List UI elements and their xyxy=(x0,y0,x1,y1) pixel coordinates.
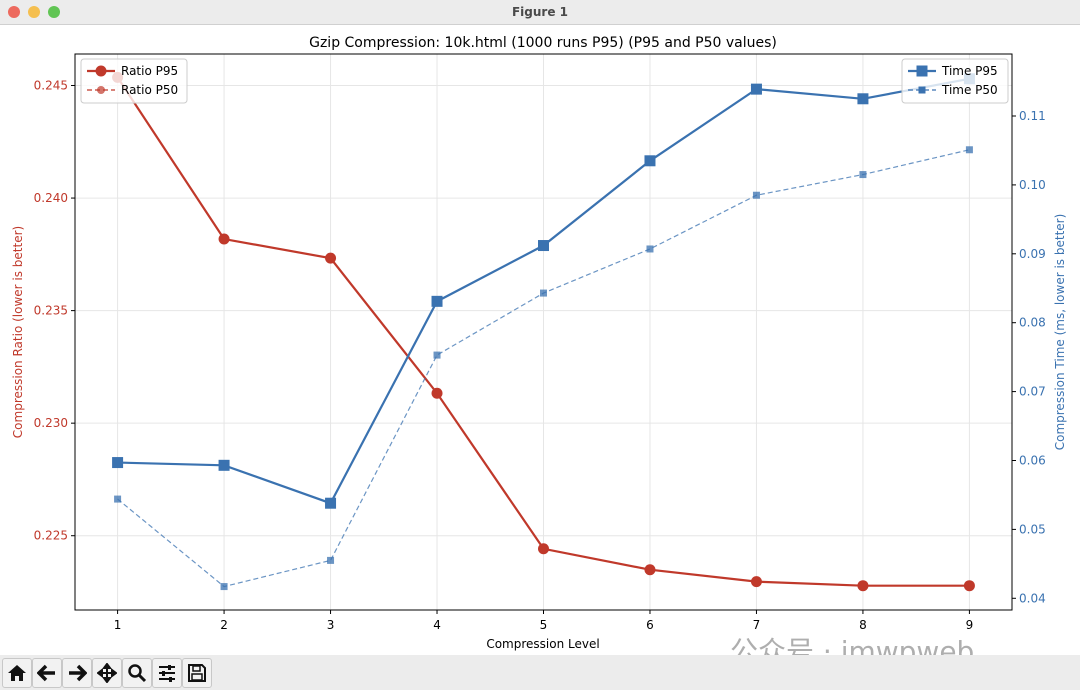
legend-ratio-p50-label: Ratio P50 xyxy=(121,83,178,97)
right-y-tick-label: 0.06 xyxy=(1019,453,1046,467)
time-p50-point xyxy=(327,556,335,564)
figure-canvas: Gzip Compression: 10k.html (1000 runs P9… xyxy=(0,24,1080,655)
navigation-toolbar xyxy=(0,655,1080,690)
x-tick-label: 8 xyxy=(859,618,867,632)
x-tick-label: 9 xyxy=(966,618,974,632)
time-p50-point xyxy=(859,171,867,179)
time-p95-point xyxy=(218,459,230,471)
ratio-p50-point xyxy=(858,581,867,590)
window-titlebar: Figure 1 xyxy=(0,0,1080,25)
ratio-p50-point xyxy=(752,577,761,586)
x-tick-label: 1 xyxy=(114,618,122,632)
minimize-button[interactable] xyxy=(28,6,40,18)
maximize-button[interactable] xyxy=(48,6,60,18)
time-p50-point xyxy=(114,495,122,503)
right-y-tick-label: 0.10 xyxy=(1019,178,1046,192)
home-icon xyxy=(8,665,26,681)
x-tick-label: 6 xyxy=(646,618,654,632)
x-tick-label: 3 xyxy=(327,618,335,632)
time-p50-point xyxy=(540,289,547,297)
ratio-p50-point xyxy=(433,389,442,398)
time-p95-point xyxy=(857,93,869,105)
time-p95-point xyxy=(325,497,337,509)
time-p50-point xyxy=(646,245,654,253)
pan-icon xyxy=(97,663,117,683)
x-axis-label: Compression Level xyxy=(486,637,599,651)
legend-time-p50-label: Time P50 xyxy=(941,83,998,97)
time-p95-point xyxy=(431,295,443,307)
ratio-p50-point xyxy=(220,235,229,244)
time-p50-point xyxy=(752,191,760,199)
zoom-button[interactable] xyxy=(122,658,152,688)
x-tick-label: 7 xyxy=(753,618,761,632)
save-icon xyxy=(188,664,206,682)
ratio-p50-point xyxy=(965,581,974,590)
forward-button[interactable] xyxy=(62,658,92,688)
right-y-axis-label: Compression Time (ms, lower is better) xyxy=(1053,214,1067,451)
figure-background xyxy=(0,24,1080,655)
ratio-p50-point xyxy=(326,254,335,263)
right-y-tick-label: 0.09 xyxy=(1019,247,1046,261)
back-button[interactable] xyxy=(32,658,62,688)
time-p50-point xyxy=(433,351,441,359)
configure-subplots-button[interactable] xyxy=(152,658,182,688)
pan-button[interactable] xyxy=(92,658,122,688)
time-p95-point xyxy=(750,83,762,95)
x-tick-label: 5 xyxy=(540,618,548,632)
home-button[interactable] xyxy=(2,658,32,688)
ratio-p50-point xyxy=(645,565,654,574)
left-y-tick-label: 0.245 xyxy=(34,79,68,93)
x-tick-label: 2 xyxy=(220,618,228,632)
right-y-tick-label: 0.04 xyxy=(1019,591,1046,605)
right-y-tick-label: 0.07 xyxy=(1019,385,1046,399)
chart-title: Gzip Compression: 10k.html (1000 runs P9… xyxy=(309,35,777,51)
plot-frame xyxy=(74,53,1013,611)
time-p50-point xyxy=(965,146,973,154)
window-title: Figure 1 xyxy=(511,5,569,19)
left-y-axis-label: Compression Ratio (lower is better) xyxy=(11,226,25,438)
left-y-tick-label: 0.235 xyxy=(34,304,68,318)
legend-time-p95-label: Time P95 xyxy=(941,64,998,78)
time-p50-point xyxy=(220,583,228,591)
ratio-p50-point xyxy=(539,544,548,553)
right-y-tick-label: 0.05 xyxy=(1019,522,1046,536)
legend-ratio-p95-label: Ratio P95 xyxy=(121,64,178,78)
right-y-tick-label: 0.08 xyxy=(1019,316,1046,330)
x-tick-label: 4 xyxy=(433,618,441,632)
configure-subplots-icon xyxy=(159,665,175,682)
legend-time-p95-marker xyxy=(916,65,928,77)
time-p95-point xyxy=(644,155,656,167)
left-y-tick-label: 0.225 xyxy=(34,529,68,543)
zoom-icon xyxy=(128,664,147,683)
legend-ratio-p50-marker xyxy=(97,86,105,94)
time-p95-point xyxy=(538,240,549,252)
right-y-tick-label: 0.11 xyxy=(1019,109,1046,123)
left-y-tick-label: 0.240 xyxy=(34,191,68,205)
left-y-tick-label: 0.230 xyxy=(34,416,68,430)
close-button[interactable] xyxy=(8,6,20,18)
time-p95-point xyxy=(112,457,124,469)
legend-ratio-p95-marker xyxy=(95,65,107,77)
save-button[interactable] xyxy=(182,658,212,688)
ratio-p50-line xyxy=(117,77,970,587)
forward-icon xyxy=(69,664,87,682)
back-icon xyxy=(37,664,55,682)
legend-time-p50-marker xyxy=(918,86,926,94)
